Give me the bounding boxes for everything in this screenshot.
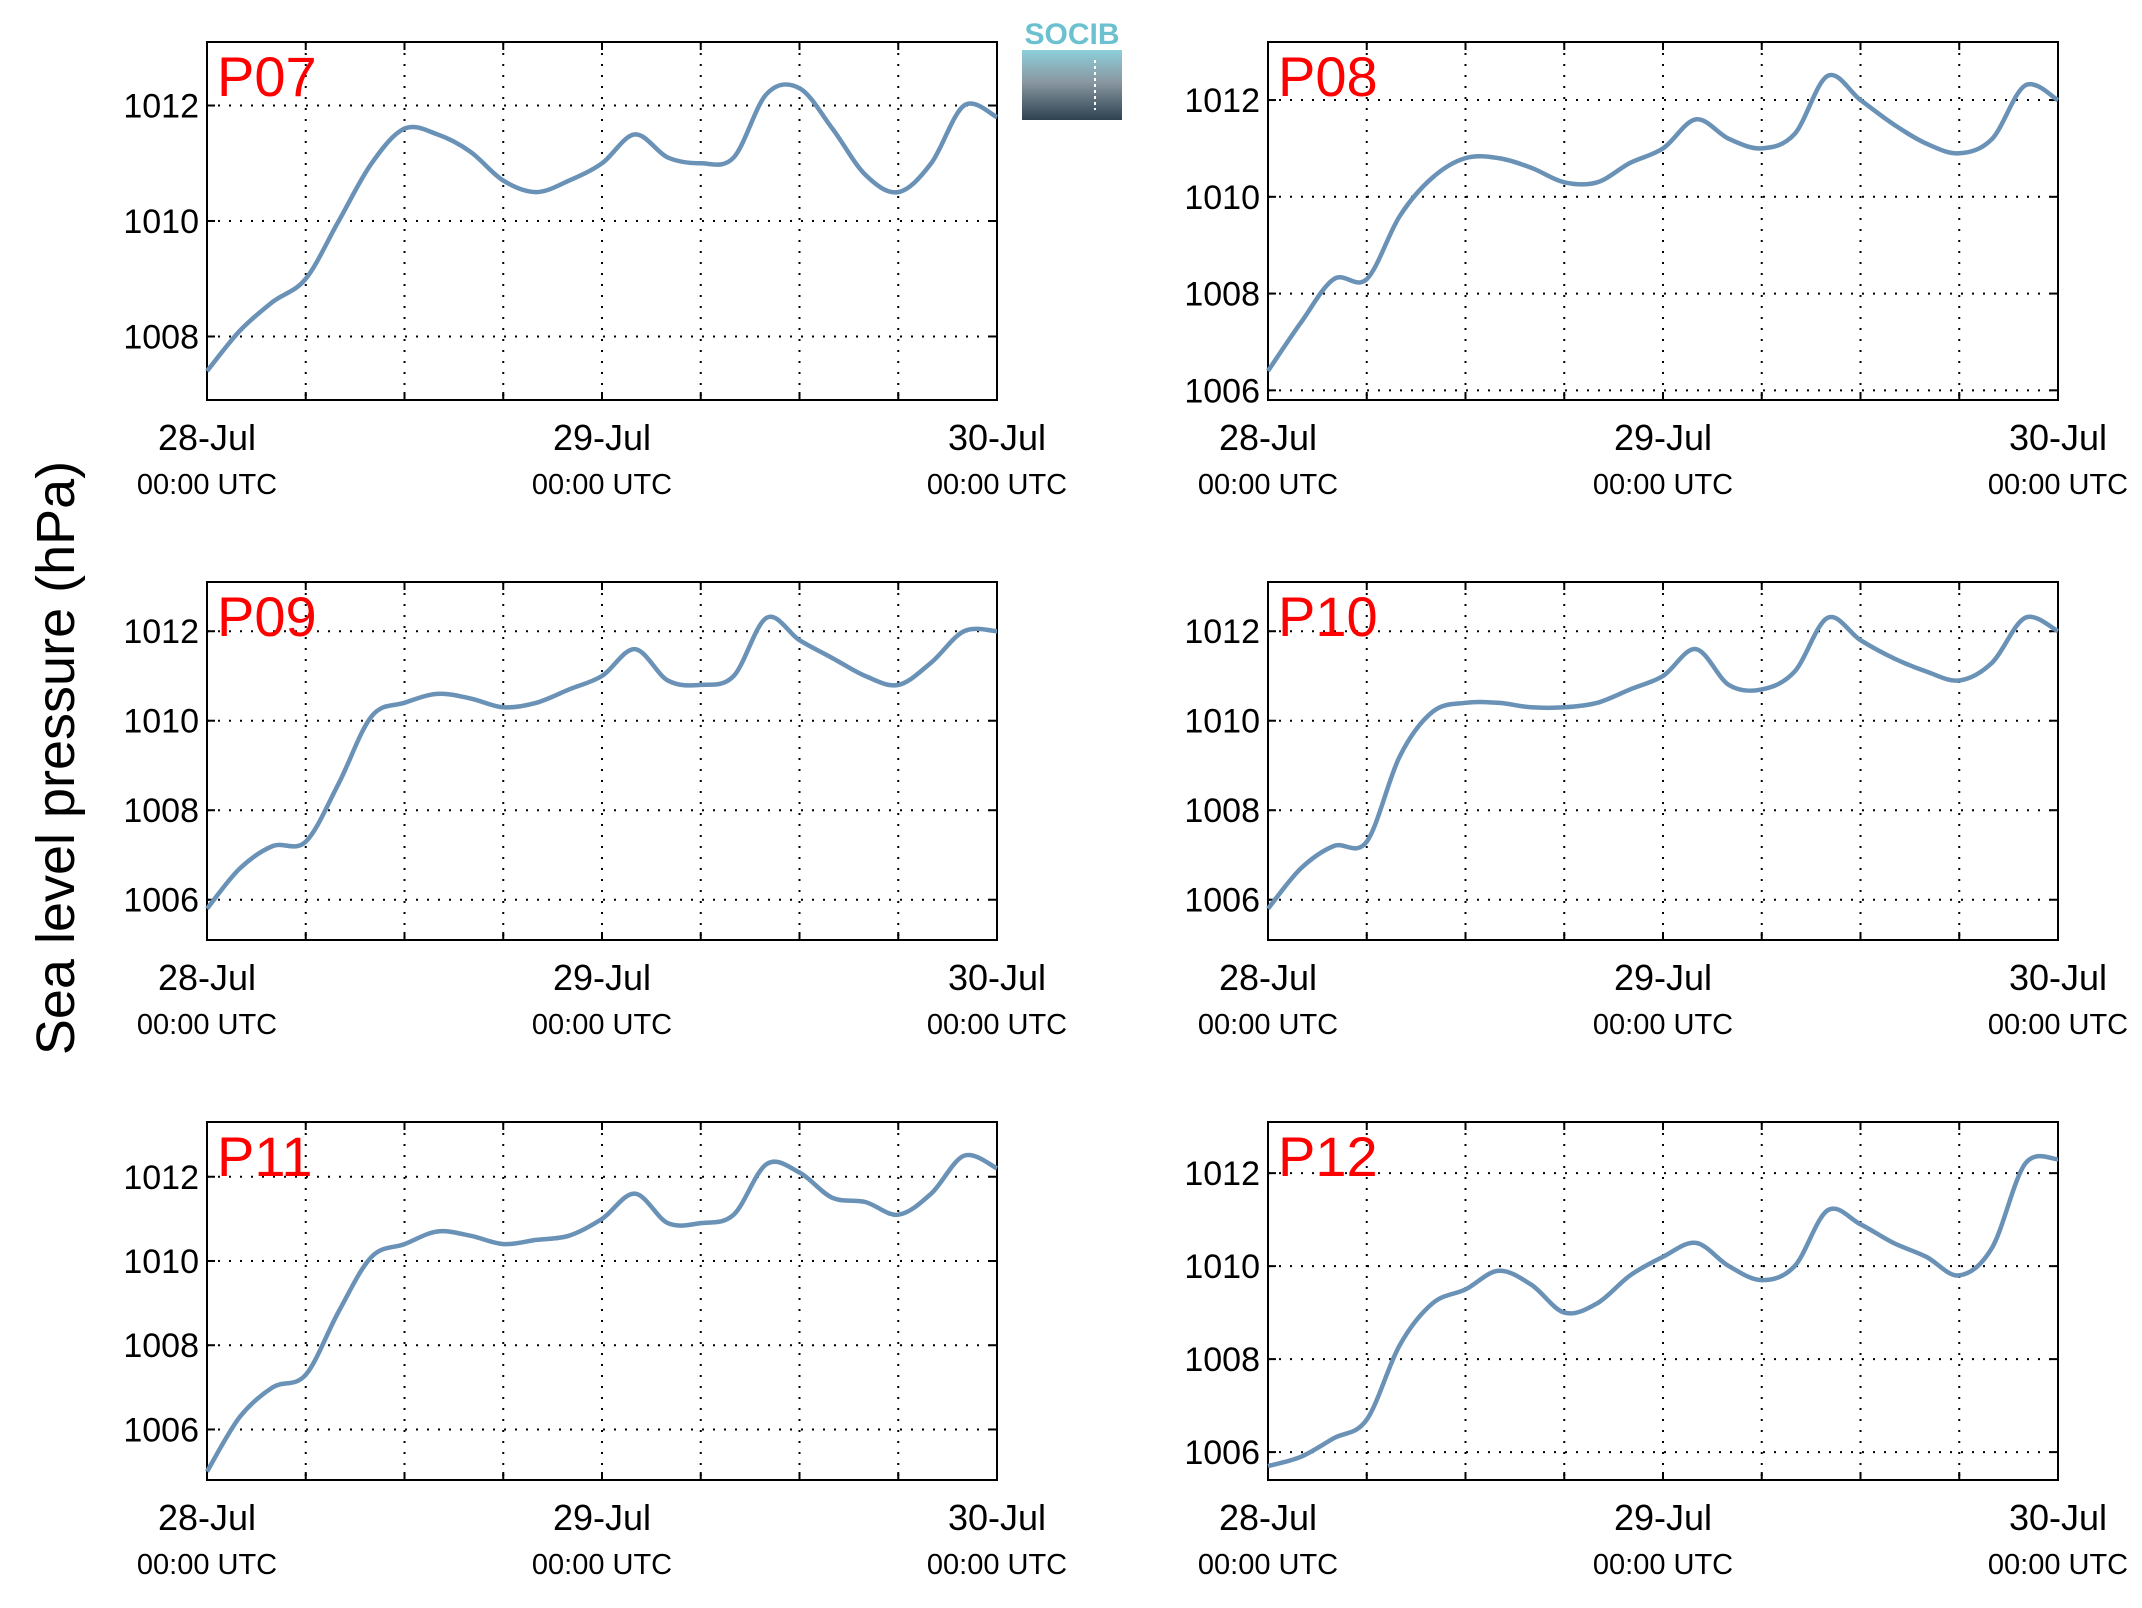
x-tick-label-date: 28-Jul <box>158 957 256 998</box>
y-tick-label: 1010 <box>123 1243 199 1281</box>
x-tick-label-date: 28-Jul <box>158 1497 256 1538</box>
x-tick-label-date: 30-Jul <box>948 1497 1046 1538</box>
axes-frame <box>206 1121 998 1481</box>
y-tick-label: 1010 <box>1184 1248 1260 1286</box>
y-tick-label: 1010 <box>1184 703 1260 741</box>
axes-frame <box>1267 581 2059 941</box>
y-tick-label: 1010 <box>123 203 199 241</box>
y-tick-label: 1008 <box>123 792 199 830</box>
y-tick-label: 1010 <box>123 703 199 741</box>
logo-text: SOCIB <box>1024 18 1119 51</box>
y-tick-label: 1006 <box>123 1411 199 1449</box>
x-tick-label-date: 28-Jul <box>1219 417 1317 458</box>
series-line-p09 <box>205 614 998 911</box>
y-tick-label: 1012 <box>123 1159 199 1197</box>
x-tick-label-date: 29-Jul <box>1614 417 1712 458</box>
x-tick-label-time: 00:00 UTC <box>1593 1009 1733 1041</box>
series-line-p11 <box>205 1152 999 1473</box>
x-tick-label-time: 00:00 UTC <box>1198 1549 1338 1581</box>
x-tick-label-time: 00:00 UTC <box>532 1009 672 1041</box>
y-tick-label: 1006 <box>1184 882 1260 920</box>
y-tick-label: 1008 <box>1184 276 1260 314</box>
series-line-p12 <box>1267 1153 2059 1469</box>
y-tick-label: 1006 <box>123 882 199 920</box>
axes-frame <box>206 581 998 941</box>
panel-label: P08 <box>1278 45 1378 108</box>
x-tick-label-date: 30-Jul <box>2009 1497 2107 1538</box>
x-tick-label-time: 00:00 UTC <box>1593 469 1733 501</box>
x-tick-label-time: 00:00 UTC <box>1198 469 1338 501</box>
socib-logo: SOCIB <box>1022 18 1122 120</box>
y-tick-label: 1012 <box>1184 1155 1260 1193</box>
y-tick-label: 1012 <box>1184 82 1260 120</box>
series-line-p07 <box>205 82 999 373</box>
x-tick-label-time: 00:00 UTC <box>137 1009 277 1041</box>
x-tick-label-date: 29-Jul <box>553 417 651 458</box>
x-tick-label-time: 00:00 UTC <box>137 1549 277 1581</box>
chart-panel-p11: 1006 1008 1010 1012 28-Jul 00:00 UTC 29-Jul 00:… <box>123 1121 1067 1581</box>
panel-label: P09 <box>217 585 317 648</box>
x-tick-label-date: 29-Jul <box>553 957 651 998</box>
y-tick-label: 1008 <box>123 1327 199 1365</box>
x-tick-label-date: 29-Jul <box>1614 1497 1712 1538</box>
chart-panel-p12: 1006 1008 1010 1012 28-Jul 00:00 UTC 29-Jul 00:… <box>1184 1121 2128 1581</box>
x-tick-label-date: 29-Jul <box>1614 957 1712 998</box>
x-tick-label-time: 00:00 UTC <box>532 1549 672 1581</box>
x-tick-label-date: 28-Jul <box>1219 957 1317 998</box>
x-tick-label-time: 00:00 UTC <box>1593 1549 1733 1581</box>
series-line-p10 <box>1266 614 2060 911</box>
y-tick-label: 1008 <box>1184 1341 1260 1379</box>
x-tick-label-date: 30-Jul <box>948 417 1046 458</box>
chart-panel-p09: 1006 1008 1010 1012 28-Jul 00:00 UTC 29-Jul 00:… <box>123 581 1067 1041</box>
y-tick-label: 1012 <box>123 88 199 126</box>
axes-frame <box>1267 1121 2059 1481</box>
x-tick-label-time: 00:00 UTC <box>137 469 277 501</box>
y-tick-label: 1008 <box>1184 792 1260 830</box>
x-tick-label-date: 30-Jul <box>2009 957 2107 998</box>
y-tick-label: 1010 <box>1184 179 1260 217</box>
x-tick-label-date: 28-Jul <box>1219 1497 1317 1538</box>
x-tick-label-time: 00:00 UTC <box>1988 1009 2128 1041</box>
panel-label: P11 <box>217 1125 312 1188</box>
chart-panel-p08: 1006 1008 1010 1012 28-Jul 00:00 UTC 29-Jul 00:… <box>1184 41 2128 501</box>
panel-label: P07 <box>217 45 317 108</box>
axes-frame <box>206 41 998 401</box>
x-tick-label-time: 00:00 UTC <box>927 1009 1067 1041</box>
y-tick-label: 1008 <box>123 318 199 356</box>
x-tick-label-date: 28-Jul <box>158 417 256 458</box>
y-tick-label: 1012 <box>1184 613 1260 651</box>
x-tick-label-date: 29-Jul <box>553 1497 651 1538</box>
axes-frame <box>1267 41 2059 401</box>
y-tick-label: 1006 <box>1184 372 1260 410</box>
y-axis-label: Sea level pressure (hPa) <box>26 461 86 1055</box>
y-tick-label: 1012 <box>123 613 199 651</box>
x-tick-label-time: 00:00 UTC <box>927 1549 1067 1581</box>
panel-label: P10 <box>1278 585 1378 648</box>
x-tick-label-time: 00:00 UTC <box>1988 469 2128 501</box>
x-tick-label-time: 00:00 UTC <box>1988 1549 2128 1581</box>
x-tick-label-time: 00:00 UTC <box>1198 1009 1338 1041</box>
panel-label: P12 <box>1278 1125 1378 1188</box>
x-tick-label-time: 00:00 UTC <box>927 469 1067 501</box>
x-tick-label-date: 30-Jul <box>2009 417 2107 458</box>
chart-panel-p10: 1006 1008 1010 1012 28-Jul 00:00 UTC 29-Jul 00:… <box>1184 581 2128 1041</box>
chart-panel-p07: 1008 1010 1012 28-Jul 00:00 UTC 29-Jul 00:00 U… <box>123 41 1067 501</box>
x-tick-label-time: 00:00 UTC <box>532 469 672 501</box>
y-tick-label: 1006 <box>1184 1434 1260 1472</box>
x-tick-label-date: 30-Jul <box>948 957 1046 998</box>
series-line-p08 <box>1266 72 2060 373</box>
